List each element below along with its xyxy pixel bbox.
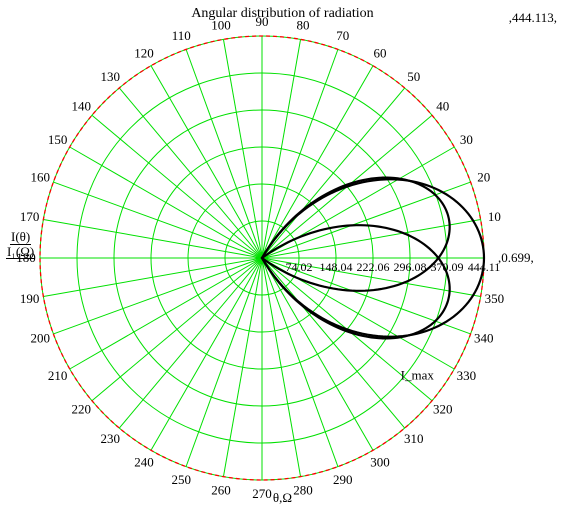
- angular-tick-label: 30: [460, 132, 473, 147]
- radial-tick-label: 222.06: [357, 260, 390, 274]
- right-axis-value: ,0.699,: [498, 250, 534, 266]
- angular-tick-label: 210: [48, 368, 68, 383]
- angular-tick-label: 40: [436, 98, 449, 113]
- angular-tick-label: 330: [457, 368, 477, 383]
- angular-tick-label: 250: [172, 472, 192, 487]
- angular-tick-label: 130: [101, 69, 121, 84]
- angular-tick-label: 230: [101, 431, 121, 446]
- angular-tick-label: 100: [211, 18, 231, 33]
- x-axis-label: θ,Ω: [0, 490, 565, 506]
- angular-tick-label: 60: [374, 46, 387, 61]
- angular-tick-label: 320: [433, 402, 453, 417]
- angular-tick-label: 150: [48, 132, 68, 147]
- angular-tick-label: 220: [71, 402, 91, 417]
- angular-tick-label: 70: [336, 28, 349, 43]
- polar-chart: 74.02148.04222.06296.08370.09444.11 1020…: [0, 0, 565, 509]
- angular-tick-label: 10: [488, 209, 501, 224]
- radial-tick-label: 148.04: [320, 260, 353, 274]
- angular-tick-label: 310: [404, 431, 424, 446]
- angular-tick-label: 300: [370, 454, 390, 469]
- angular-tick-label: 240: [134, 454, 154, 469]
- angular-tick-label: 80: [296, 18, 309, 33]
- angular-tick-label: 140: [71, 98, 91, 113]
- angular-tick-label: 160: [30, 169, 50, 184]
- angular-tick-label: 180: [16, 250, 36, 265]
- angular-tick-label: 190: [20, 291, 40, 306]
- angular-tick-label: 20: [477, 169, 490, 184]
- imax-label: I_max: [401, 367, 435, 382]
- angular-tick-label: 170: [20, 209, 40, 224]
- radial-tick-label: 296.08: [394, 260, 427, 274]
- radial-tick-label: 74.02: [286, 260, 313, 274]
- angular-tick-label: 50: [407, 69, 420, 84]
- angular-tick-label: 350: [485, 291, 505, 306]
- angular-tick-label: 340: [474, 331, 494, 346]
- angular-tick-label: 290: [333, 472, 353, 487]
- angular-tick-label: 110: [172, 28, 191, 43]
- angular-tick-label: 200: [30, 331, 50, 346]
- angular-tick-label: 120: [134, 46, 154, 61]
- angular-tick-label: 90: [256, 14, 269, 29]
